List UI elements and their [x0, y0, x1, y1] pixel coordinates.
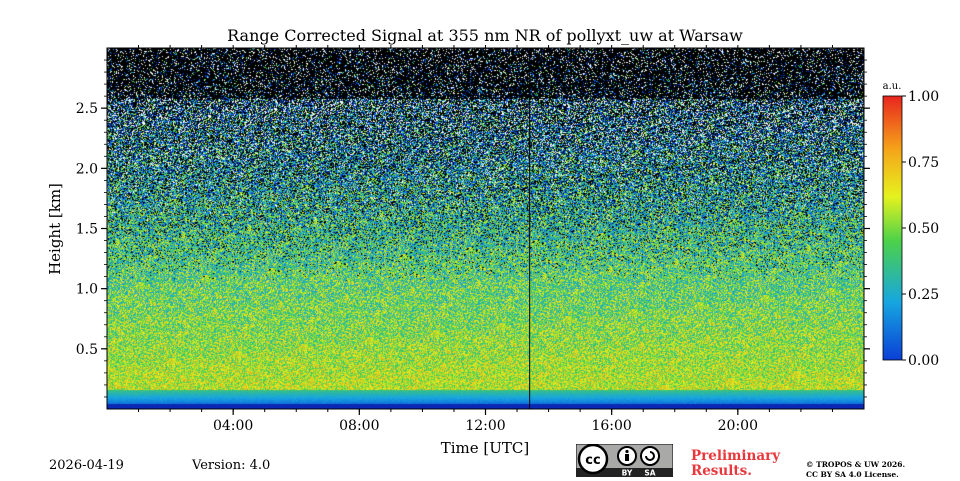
x-tick-label: 20:00 — [718, 418, 758, 434]
sa-icon — [640, 446, 660, 466]
y-axis-label: Height [km] — [46, 183, 64, 275]
x-tick-label: 16:00 — [591, 418, 631, 434]
preliminary-notice: Preliminary Results. — [691, 449, 780, 479]
y-tick-label: 1.0 — [76, 282, 98, 298]
copyright-line-2: CC BY SA 4.0 License. — [806, 470, 899, 479]
colorbar-tick-label: 0.75 — [908, 155, 939, 171]
preliminary-line-2: Results. — [691, 463, 752, 479]
copyright-line-1: © TROPOS & UW 2026. — [806, 460, 906, 469]
y-axis: 0.5 1.0 1.5 2.0 2.5 — [76, 59, 870, 398]
colorbar-axis: 0.00 0.25 0.50 0.75 1.00 — [902, 89, 939, 369]
y-tick-label: 1.5 — [76, 222, 98, 238]
copyright-notice: © TROPOS & UW 2026. CC BY SA 4.0 License… — [806, 460, 905, 480]
heatmap-canvas — [107, 48, 864, 409]
cc-icon — [577, 443, 609, 475]
y-tick-label: 2.5 — [76, 101, 98, 117]
colorbar-tick-label: 0.00 — [908, 353, 939, 369]
colorbar-unit-label: a.u. — [883, 81, 902, 92]
by-label: BY — [622, 469, 633, 478]
x-axis-label: Time [UTC] — [441, 439, 530, 457]
colorbar-tick-label: 0.25 — [908, 287, 939, 303]
colorbar — [882, 95, 903, 361]
heatmap-area — [107, 48, 864, 409]
y-tick-label: 2.0 — [76, 161, 98, 177]
preliminary-line-1: Preliminary — [691, 448, 781, 464]
y-tick-label: 0.5 — [76, 342, 98, 358]
x-tick-label: 08:00 — [339, 418, 379, 434]
sa-label: SA — [644, 469, 655, 478]
colorbar-tick-label: 1.00 — [908, 89, 939, 105]
x-tick-label: 12:00 — [465, 418, 505, 434]
x-tick-label: 04:00 — [213, 418, 253, 434]
footer-version: Version: 4.0 — [192, 458, 271, 473]
cc-license-badge: cc BY SA — [575, 443, 674, 478]
x-axis: 04:00 08:00 12:00 16:00 20:00 — [138, 45, 833, 434]
footer-date: 2026-04-19 — [49, 458, 124, 473]
colorbar-tick-label: 0.50 — [908, 221, 939, 237]
chart-title: Range Corrected Signal at 355 nm NR of p… — [227, 26, 743, 45]
cc-icon-text: cc — [585, 453, 600, 468]
